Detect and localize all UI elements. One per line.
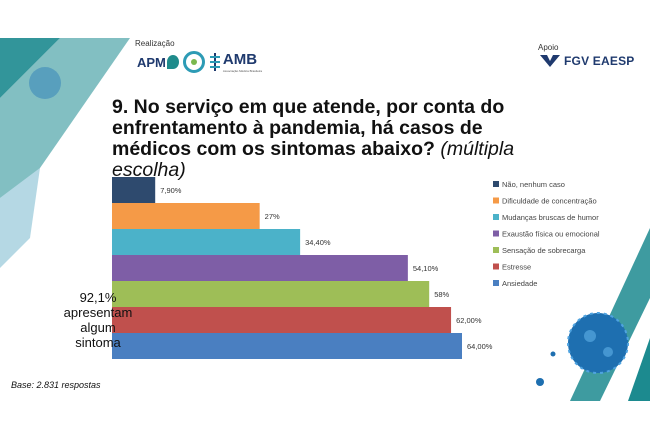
virus-small-icon (536, 378, 544, 386)
fgv-logo: FGV EAESP (540, 54, 634, 68)
data-label-5: 62,00% (456, 316, 482, 325)
amb-logo: AMB Associação Médica Brasileira (209, 51, 262, 73)
bar-3 (112, 255, 408, 281)
data-label-3: 54,10% (413, 264, 439, 273)
note-line-2: apresentam (63, 305, 133, 320)
apoio-label: Apoio (538, 43, 559, 52)
summary-note: 92,1% apresentam algum sintoma (48, 290, 148, 350)
note-line-4: sintoma (75, 335, 121, 350)
legend-swatch-6 (493, 280, 499, 286)
bar-group (112, 177, 462, 359)
data-label-2: 34,40% (305, 238, 331, 247)
top-left-teal-band (0, 38, 130, 198)
legend-label-3: Exaustão física ou emocional (502, 230, 600, 239)
sponsor-logos: APM AMB Associação Médica Brasileira (137, 50, 262, 74)
note-line-3: algum (80, 320, 116, 335)
legend-label-1: Dificuldade de concentração (502, 197, 597, 206)
fgv-mark-icon (540, 55, 560, 67)
legend-label-2: Mudanças bruscas de humor (502, 213, 599, 222)
background-decoration (0, 38, 650, 401)
chart-title: 9. No serviço em que atende, por conta d… (112, 97, 542, 181)
chart-legend: Não, nenhum caso Dificuldade de concentra… (493, 180, 600, 288)
data-label-4: 58% (434, 290, 449, 299)
apm-mark-icon (166, 55, 179, 69)
virus-dot-icon (550, 351, 556, 357)
bar-2 (112, 229, 301, 255)
data-label-6: 64,00% (467, 342, 493, 351)
bar-4 (112, 281, 430, 307)
title-subtitle: (múltipla escolha) (112, 138, 515, 181)
data-label-group: 7,90% 27% 34,40% 54,10% 58% 62,00% 64,00% (160, 186, 493, 351)
data-label-1: 27% (265, 212, 280, 221)
legend-swatch-5 (493, 263, 499, 270)
bar-6 (112, 333, 462, 359)
apm-logo-text: APM (137, 54, 166, 70)
legend-swatch-2 (493, 214, 499, 220)
title-main: 9. No serviço em que atende, por conta d… (112, 96, 505, 160)
bar-chart: 7,90% 27% 34,40% 54,10% 58% 62,00% 64,00% Não,… (112, 177, 600, 359)
virus-right-icon (567, 312, 629, 374)
legend-swatch-0 (493, 181, 499, 187)
legend-label-4: Sensação de sobrecarga (502, 246, 586, 255)
legend-swatch-1 (493, 197, 499, 204)
caduceus-icon (209, 53, 221, 71)
bottom-right-teal-corner (628, 338, 650, 401)
bar-0 (112, 177, 156, 203)
left-blue-band (0, 168, 40, 268)
note-percentage: 92,1% (79, 290, 117, 305)
legend-label-5: Estresse (502, 263, 531, 272)
bar-1 (112, 203, 260, 229)
legend-label-0: Não, nenhum caso (502, 180, 565, 189)
realizacao-label: Realização (135, 39, 175, 48)
data-label-0: 7,90% (160, 186, 182, 195)
circle-logo-icon (182, 51, 205, 73)
bar-5 (112, 307, 452, 333)
base-footnote: Base: 2.831 respostas (11, 380, 101, 390)
slide: Realização APM AMB Associação Médica Bras… (0, 38, 650, 401)
amb-logo-subtitle: Associação Médica Brasileira (222, 69, 263, 73)
legend-swatch-3 (493, 230, 499, 237)
fgv-logo-text: FGV EAESP (564, 54, 635, 68)
legend-label-6: Ansiedade (502, 279, 537, 288)
legend-swatch-4 (493, 247, 499, 253)
amb-logo-text: AMB (222, 51, 258, 68)
virus-left-icon (29, 67, 61, 99)
apm-logo: APM (137, 55, 179, 70)
